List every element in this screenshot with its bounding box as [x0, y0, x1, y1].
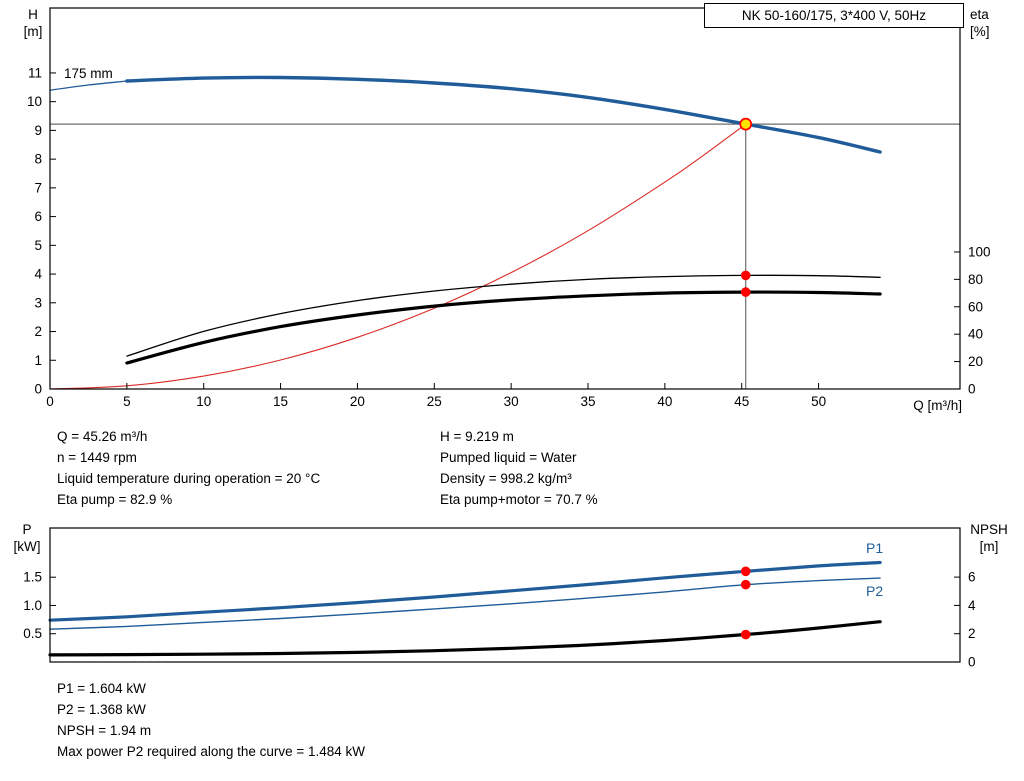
eta-axis-label: eta [%]	[970, 6, 1018, 40]
svg-text:20: 20	[350, 394, 365, 409]
svg-text:100: 100	[968, 244, 991, 259]
svg-text:50: 50	[811, 394, 826, 409]
axis-label-line: NPSH	[970, 522, 1008, 537]
svg-text:45: 45	[734, 394, 749, 409]
svg-text:0.5: 0.5	[23, 626, 42, 641]
axis-label-line: [kW]	[13, 539, 41, 554]
svg-text:10: 10	[196, 394, 211, 409]
info-line-p2: P2 = 1.368 kW	[57, 702, 146, 717]
svg-text:1: 1	[34, 353, 42, 368]
svg-text:0: 0	[34, 382, 42, 397]
svg-text:7: 7	[34, 180, 42, 195]
svg-text:1.5: 1.5	[23, 570, 42, 585]
svg-text:4: 4	[968, 598, 976, 613]
svg-text:175 mm: 175 mm	[64, 66, 113, 81]
info-line-pumped-liquid: Pumped liquid = Water	[440, 450, 577, 465]
svg-text:40: 40	[968, 327, 983, 342]
svg-text:P2: P2	[866, 583, 883, 599]
svg-text:80: 80	[968, 272, 983, 287]
svg-text:25: 25	[427, 394, 442, 409]
svg-text:35: 35	[580, 394, 595, 409]
svg-text:5: 5	[34, 238, 42, 253]
power-axis-label: P [kW]	[4, 521, 50, 555]
npsh-axis-label: NPSH [m]	[958, 521, 1020, 555]
svg-text:15: 15	[273, 394, 288, 409]
duty-data-right-column: H = 9.219 m Pumped liquid = Water Densit…	[440, 426, 598, 510]
info-line-head: H = 9.219 m	[440, 429, 514, 444]
svg-text:30: 30	[504, 394, 519, 409]
axis-label-line: [m]	[979, 539, 999, 554]
info-line-p1: P1 = 1.604 kW	[57, 681, 146, 696]
svg-text:6: 6	[968, 570, 976, 585]
svg-text:1.0: 1.0	[23, 598, 42, 613]
svg-text:60: 60	[968, 299, 983, 314]
axis-label-line: eta	[970, 7, 989, 22]
flow-axis-label: Q [m³/h]	[913, 398, 962, 413]
power-data-column: P1 = 1.604 kW P2 = 1.368 kW NPSH = 1.94 …	[57, 678, 365, 762]
svg-text:3: 3	[34, 295, 42, 310]
info-line-npsh: NPSH = 1.94 m	[57, 723, 152, 738]
duty-data-left-column: Q = 45.26 m³/h n = 1449 rpm Liquid tempe…	[57, 426, 320, 510]
svg-text:P1: P1	[866, 540, 883, 556]
info-line-eta-pump-motor: Eta pump+motor = 70.7 %	[440, 492, 598, 507]
svg-text:0: 0	[968, 382, 976, 397]
svg-text:6: 6	[34, 209, 42, 224]
axis-label-line: [%]	[970, 24, 990, 39]
axis-label-line: H	[28, 7, 38, 22]
svg-text:9: 9	[34, 123, 42, 138]
svg-text:0: 0	[46, 394, 54, 409]
info-line-density: Density = 998.2 kg/m³	[440, 471, 572, 486]
svg-text:0: 0	[968, 655, 976, 670]
info-line-eta-pump: Eta pump = 82.9 %	[57, 492, 173, 507]
svg-text:10: 10	[27, 94, 42, 109]
svg-text:20: 20	[968, 354, 983, 369]
svg-text:8: 8	[34, 152, 42, 167]
info-line-flow: Q = 45.26 m³/h	[57, 429, 148, 444]
pump-model-title: NK 50-160/175, 3*400 V, 50Hz	[704, 3, 964, 28]
svg-text:4: 4	[34, 267, 42, 282]
svg-text:40: 40	[657, 394, 672, 409]
svg-text:2: 2	[968, 626, 976, 641]
svg-text:5: 5	[123, 394, 131, 409]
axis-label-line: [m]	[23, 24, 43, 39]
svg-text:11: 11	[28, 65, 42, 80]
info-line-liquid-temperature: Liquid temperature during operation = 20…	[57, 471, 321, 486]
svg-text:2: 2	[34, 324, 42, 339]
axis-label-line: P	[22, 522, 32, 537]
info-line-speed: n = 1449 rpm	[57, 450, 137, 465]
info-line-max-power: Max power P2 required along the curve = …	[57, 744, 366, 759]
head-axis-label: H [m]	[14, 6, 52, 40]
